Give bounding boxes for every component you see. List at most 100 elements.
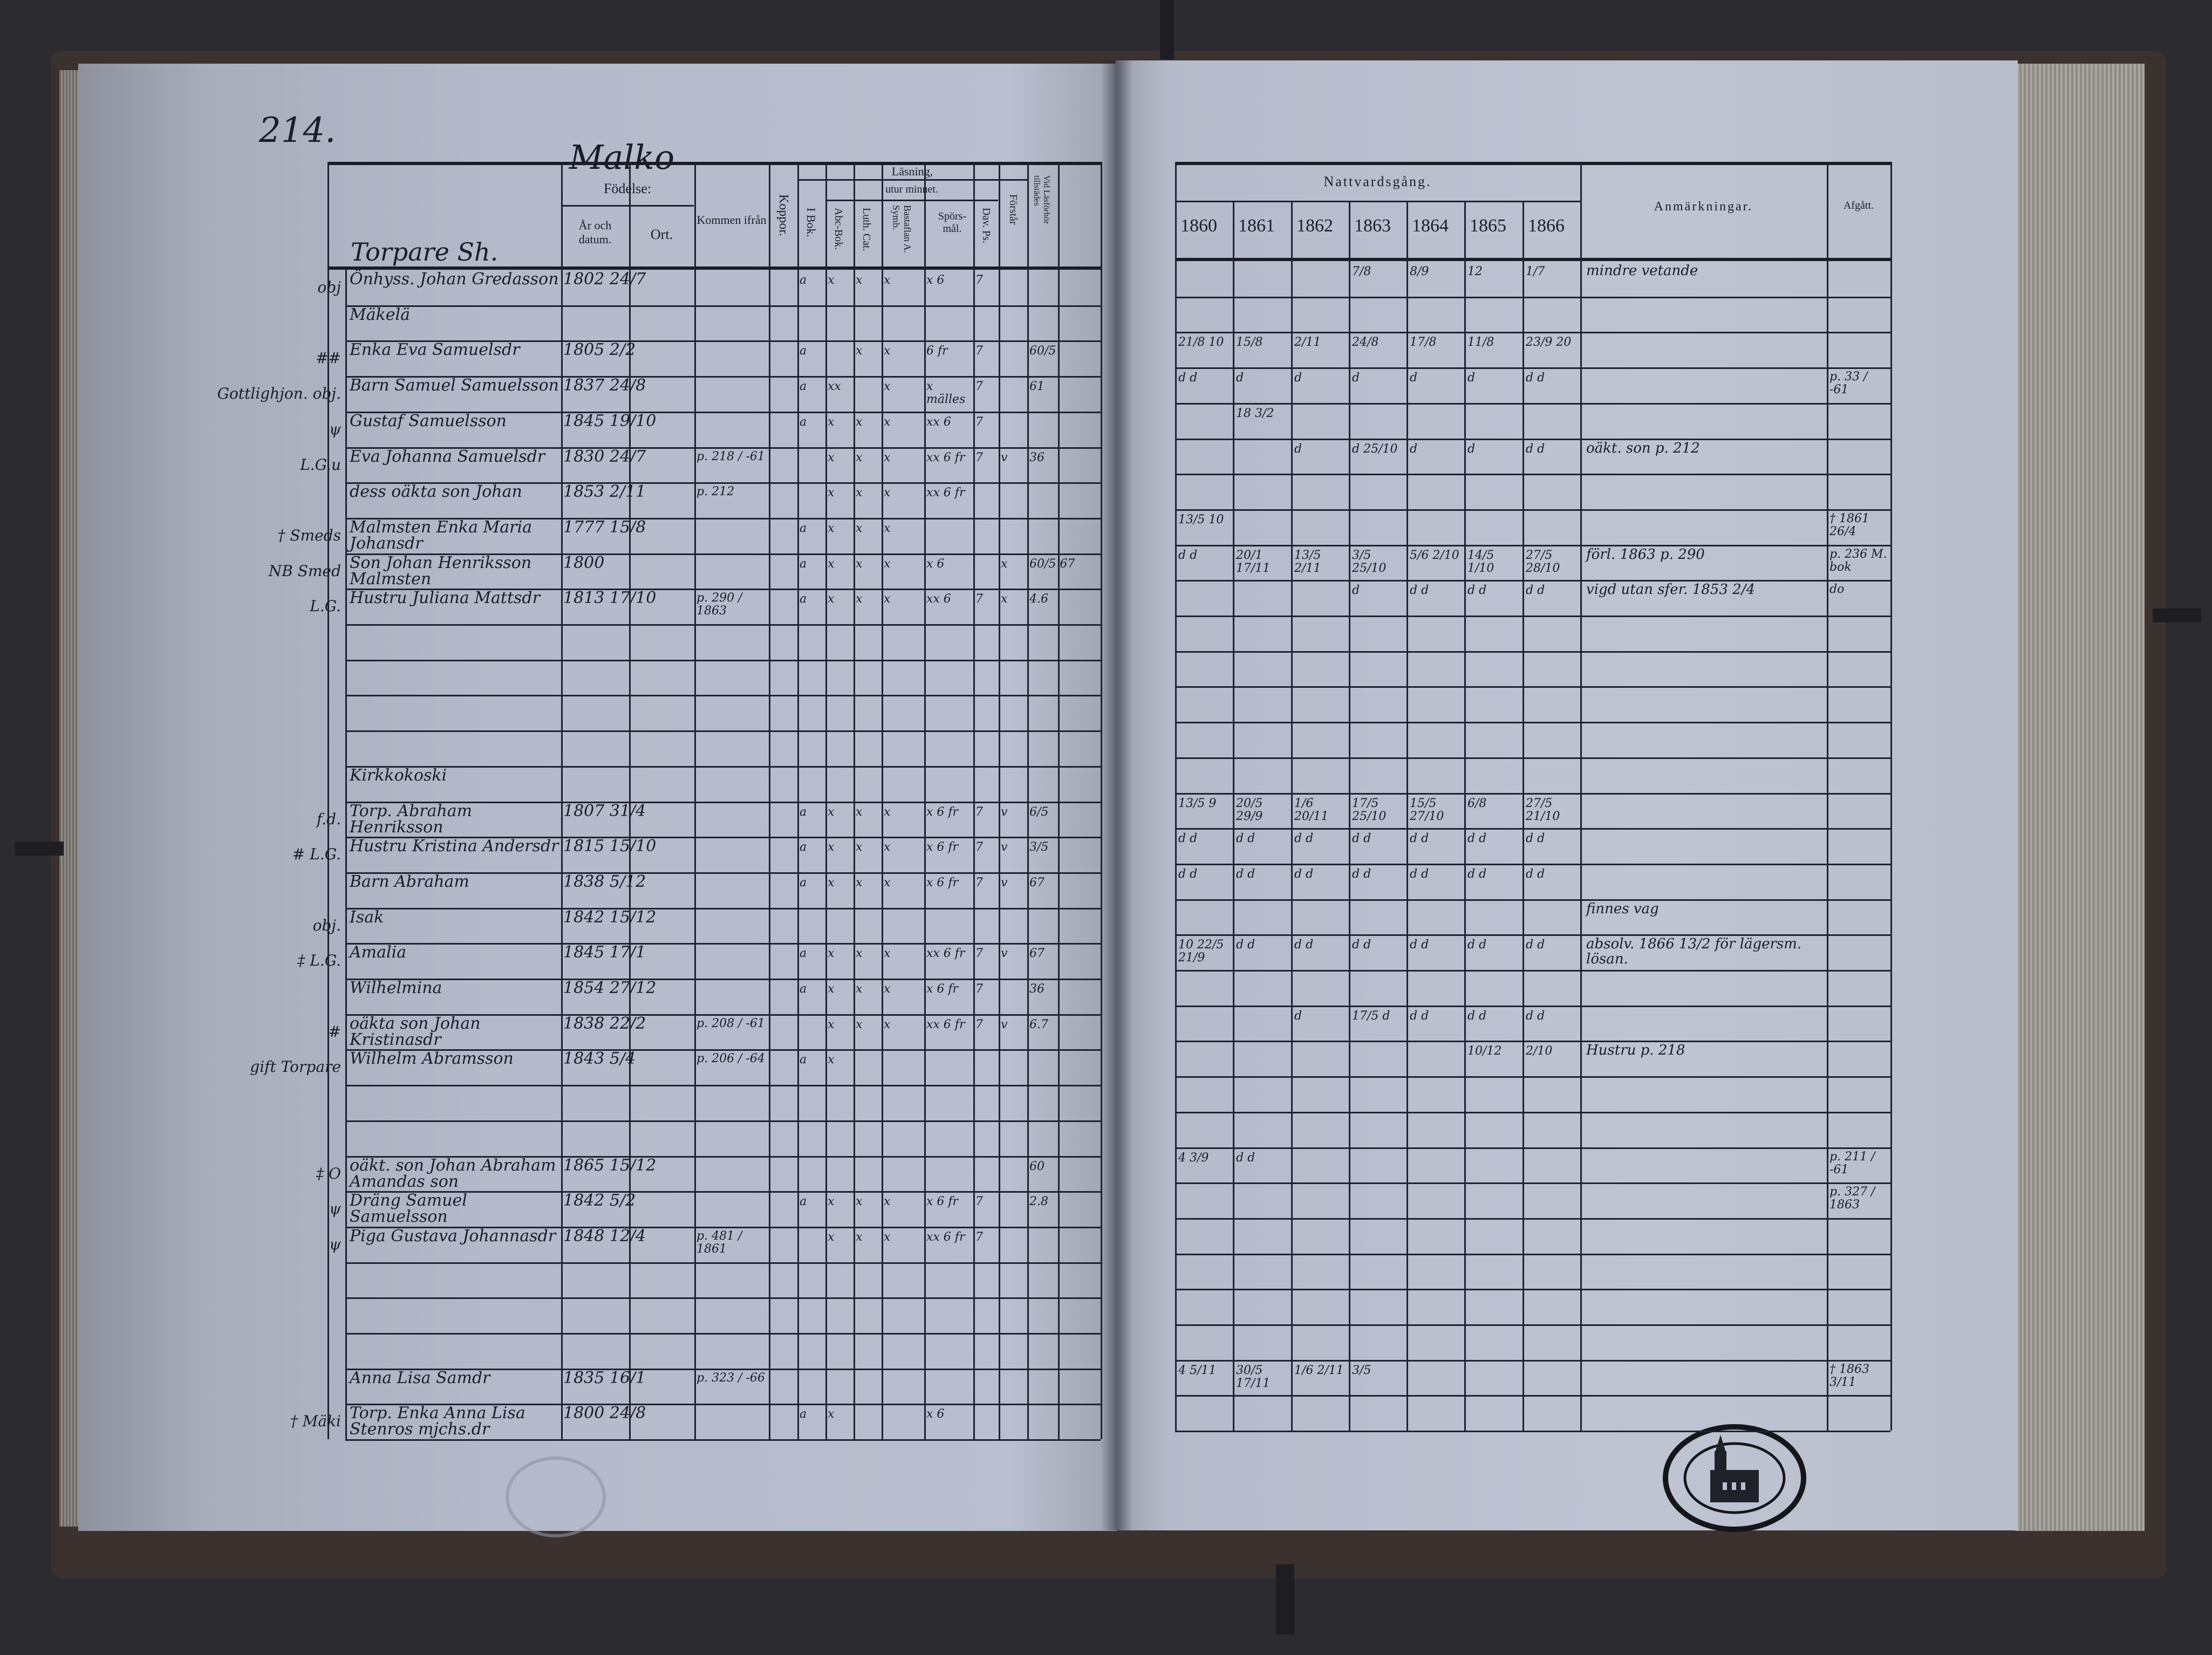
clasp-tab-right[interactable] (2153, 608, 2201, 623)
header-bastaflan: Bastaflan A. Symb. (891, 205, 913, 253)
communion-mark: d d (1236, 867, 1255, 881)
reading-mark: 60/5 67 (1029, 557, 1075, 571)
communion-mark: d d (1467, 1009, 1487, 1023)
birth-date: 1838 5/12 (563, 872, 646, 891)
communion-mark: 15/5 27/10 (1410, 796, 1444, 823)
communion-mark: d d (1410, 867, 1429, 881)
row-rule (1175, 296, 1890, 298)
person-name: Gustaf Samuelsson (350, 411, 507, 430)
communion-mark: d (1352, 371, 1360, 385)
reading-mark: x (828, 947, 835, 961)
margin-note: obj. (312, 916, 341, 934)
row-rule (345, 1014, 1101, 1016)
column-divider (1027, 162, 1029, 1440)
communion-mark: 4 5/11 (1178, 1363, 1217, 1377)
reading-mark: x (884, 521, 891, 535)
birth-date: 1853 2/11 (563, 482, 646, 502)
afgatt-note: p. 327 / 1863 (1829, 1185, 1875, 1212)
row-rule (1175, 1076, 1890, 1078)
reading-mark: 7 (975, 344, 983, 358)
communion-mark: d d (1178, 371, 1198, 385)
column-divider (1291, 201, 1293, 1431)
header-fodelse: Födelse: (603, 181, 652, 196)
left-page (78, 64, 1117, 1531)
page-number: 214. (259, 111, 336, 151)
person-name: Torp. Abraham Henriksson (350, 801, 473, 837)
year-header-1864: 1864 (1412, 216, 1449, 236)
row-rule (1175, 1324, 1890, 1326)
reading-mark: x (856, 592, 863, 606)
margin-note: gift Torpare (250, 1058, 341, 1076)
reading-mark: x (884, 805, 891, 819)
reading-mark: 61 (1029, 380, 1044, 394)
afgatt-note: p. 211 / -61 (1829, 1150, 1875, 1177)
person-name: Amalia (350, 943, 407, 962)
row-rule (345, 979, 1101, 980)
person-name: Wilhelm Abramsson (350, 1049, 514, 1069)
header-utur-minnet: utur minnet. (885, 183, 938, 195)
afgatt-note: p. 33 / -61 (1829, 370, 1868, 397)
communion-mark: d (1294, 371, 1302, 385)
header-luth-cat: Luth. Cat. (861, 208, 872, 251)
clasp-tab-left[interactable] (15, 842, 64, 856)
communion-mark: d (1294, 442, 1302, 456)
row-rule (345, 1120, 1101, 1122)
person-name: Barn Abraham (350, 872, 469, 891)
row-rule (345, 730, 1101, 733)
header-anmarkningar: Anmärkningar. (1654, 200, 1753, 214)
margin-note: ‡ O (316, 1164, 341, 1182)
communion-mark: d d (1410, 938, 1429, 952)
row-rule (345, 1439, 1101, 1441)
reading-mark: a (800, 273, 807, 287)
year-header-1862: 1862 (1296, 216, 1333, 236)
margin-note: Gottlighjon. obj. (217, 385, 341, 403)
section-title: Torpare Sh. (351, 237, 499, 266)
reading-mark: x (856, 486, 863, 500)
person-name: Barn Samuel Samuelsson (350, 376, 559, 395)
communion-mark: 11/8 (1467, 336, 1494, 350)
row-rule (1175, 899, 1890, 901)
row-rule (345, 907, 1101, 909)
row-rule (345, 1368, 1101, 1370)
communion-mark: 27/5 28/10 (1526, 548, 1560, 575)
column-divider (825, 162, 827, 1440)
row-rule (1175, 1182, 1890, 1185)
birth-date: 1830 24/7 (563, 447, 646, 466)
row-rule (345, 589, 1101, 591)
reading-mark: x 6 fr (926, 982, 959, 996)
right-page (1116, 60, 2018, 1530)
communion-mark: 20/1 17/11 (1236, 548, 1271, 575)
reading-mark: x (884, 1017, 891, 1031)
reading-mark: 7 (975, 982, 983, 996)
reading-mark: 7 (975, 947, 983, 961)
table-top-rule (1175, 162, 1890, 165)
row-rule (345, 1262, 1101, 1264)
column-divider (345, 270, 347, 1440)
reading-mark: v (1001, 947, 1008, 961)
bookmark-ribbon-top[interactable] (1160, 0, 1174, 59)
reading-mark: x (828, 486, 835, 500)
table-header-rule (327, 266, 1101, 270)
reading-mark: a (800, 592, 807, 606)
communion-mark: d (1236, 371, 1244, 385)
birth-date: 1837 24/8 (563, 376, 646, 395)
reading-mark: 6.7 (1029, 1017, 1048, 1031)
reading-mark: a (800, 521, 807, 535)
header-subrule (561, 205, 694, 207)
header-ort: Ort. (650, 227, 673, 242)
book-gutter (1101, 60, 1133, 1530)
reading-mark: xx 6 (926, 592, 951, 606)
header-afgatt: Afgått. (1843, 200, 1874, 211)
header-vid-lasforhor: Vid Läsförhör tillstädes (1032, 175, 1051, 224)
birth-date: 1815 15/10 (563, 837, 657, 856)
row-rule (1175, 402, 1890, 405)
reading-mark: 67 (1029, 947, 1044, 961)
reading-mark: x 6 (926, 557, 945, 571)
reading-mark: x (884, 344, 891, 358)
bookmark-ribbon-bottom[interactable] (1276, 1564, 1294, 1635)
row-rule (1175, 651, 1890, 653)
year-header-1865: 1865 (1470, 216, 1506, 236)
birth-date: 1842 5/2 (563, 1191, 636, 1211)
communion-mark: 17/5 d (1352, 1009, 1390, 1023)
reading-mark: 7 (975, 380, 983, 394)
